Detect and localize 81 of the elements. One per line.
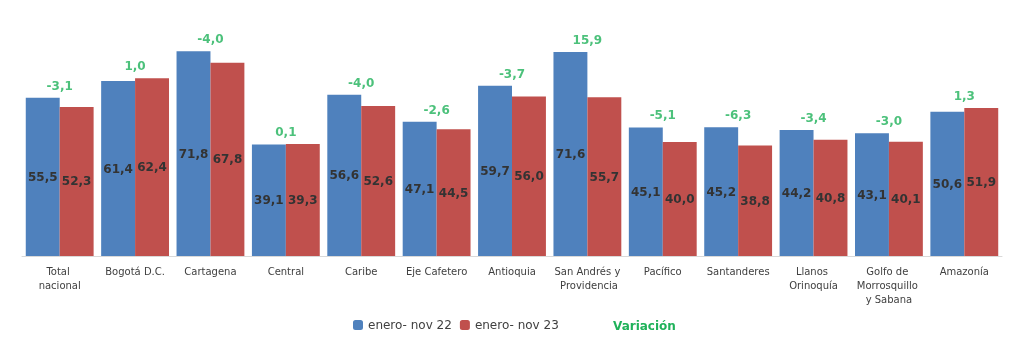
bar <box>888 141 923 256</box>
bar <box>964 108 999 256</box>
x-tick-label: Amazonía <box>939 265 989 277</box>
bar <box>587 97 622 256</box>
x-tick-label: Llanos Orinoquía <box>789 265 838 291</box>
bar <box>402 121 437 256</box>
data-label: 38,8 <box>740 193 770 208</box>
annotation: -4,0 <box>348 75 375 90</box>
x-tick-label: Cartagena <box>184 265 237 277</box>
annotation: -6,3 <box>725 108 752 123</box>
bar <box>327 94 362 256</box>
annotation: -3,4 <box>800 111 827 126</box>
data-label: 45,2 <box>706 184 736 199</box>
bar <box>930 111 965 256</box>
bar <box>553 51 588 256</box>
data-label: 56,0 <box>514 169 544 184</box>
data-label: 39,3 <box>288 193 318 207</box>
bar <box>361 106 396 256</box>
data-label: 40,0 <box>664 192 695 206</box>
data-label: 40,8 <box>815 190 846 205</box>
legend-title: Variación <box>613 319 676 333</box>
bar <box>779 130 814 256</box>
bar <box>59 106 94 256</box>
data-label: 61,4 <box>103 161 133 176</box>
x-tick-label: Golfo de Morrosquillo y Sabana <box>856 265 922 305</box>
data-label: 50,6 <box>932 176 963 191</box>
x-tick-label: Caribe <box>344 265 378 277</box>
annotation: -5,1 <box>649 108 676 123</box>
x-tick-label: San Andrés y Providencia <box>554 265 621 291</box>
x-tick-label: Eje Cafetero <box>405 265 468 277</box>
legend-label: enero- nov 23 <box>474 318 559 332</box>
data-label: 45,1 <box>631 184 661 199</box>
bar <box>704 127 739 256</box>
data-label: 39,1 <box>254 193 284 208</box>
x-tick-label: Bogotá D.C. <box>105 265 165 277</box>
data-label: 52,3 <box>61 174 92 189</box>
bar <box>176 51 211 256</box>
annotation: 0,1 <box>275 124 297 139</box>
annotation: 1,0 <box>124 59 146 74</box>
bar <box>436 129 471 256</box>
data-label: 52,6 <box>363 174 393 189</box>
bar <box>101 81 136 256</box>
data-label: 51,9 <box>966 175 997 190</box>
annotation: 1,3 <box>953 89 975 104</box>
bar <box>628 127 663 256</box>
bar <box>662 142 697 256</box>
annotation: -3,0 <box>875 114 903 129</box>
data-label: 67,8 <box>212 152 243 167</box>
data-label: 71,8 <box>178 146 209 161</box>
bar <box>813 139 848 256</box>
data-label: 44,5 <box>438 185 469 200</box>
data-label: 62,4 <box>137 160 167 175</box>
bar <box>210 62 245 256</box>
data-label: 55,5 <box>27 169 58 184</box>
x-tick-label: Total nacional <box>38 265 81 291</box>
x-tick-label: Antioquia <box>488 265 536 277</box>
bar <box>738 145 773 256</box>
legend-label: enero- nov 22 <box>368 318 452 332</box>
annotation: 15,9 <box>572 32 603 47</box>
bar <box>25 97 60 256</box>
data-label: 40,1 <box>891 191 921 206</box>
bar <box>135 78 169 256</box>
data-label: 71,6 <box>555 146 586 161</box>
annotation: -3,7 <box>498 66 526 81</box>
bar <box>512 96 546 256</box>
data-label: 47,1 <box>404 181 435 196</box>
data-label: 55,7 <box>589 169 620 184</box>
x-tick-label: Central <box>267 265 305 277</box>
annotation: -4,0 <box>197 32 224 47</box>
x-tick-label: Santanderes <box>706 265 770 277</box>
bar <box>855 133 889 256</box>
data-label: 44,2 <box>781 186 812 201</box>
annotation: -2,6 <box>423 102 450 117</box>
x-tick-label: Pacífico <box>643 265 682 277</box>
data-label: 56,6 <box>329 168 360 183</box>
bar <box>285 144 320 256</box>
annotation: -3,1 <box>46 78 73 93</box>
data-label: 59,7 <box>480 163 510 178</box>
bar <box>478 85 512 256</box>
bar <box>251 144 286 256</box>
data-label: 43,1 <box>857 187 887 202</box>
